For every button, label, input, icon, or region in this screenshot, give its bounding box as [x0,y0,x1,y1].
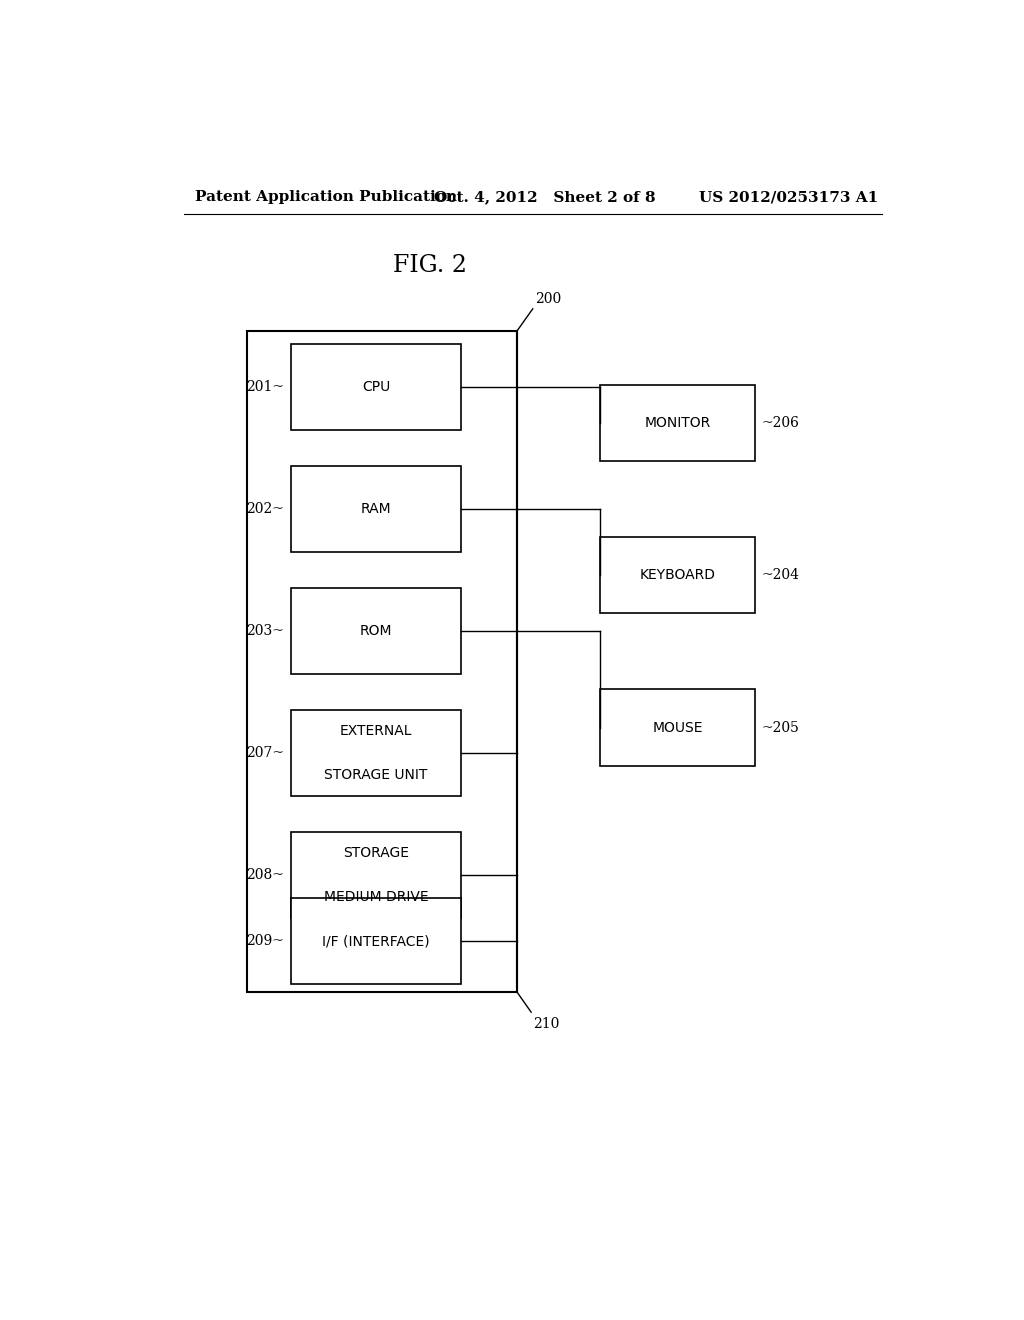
Text: MOUSE: MOUSE [652,721,702,735]
Bar [291,898,461,985]
Text: STORAGE: STORAGE [343,846,409,859]
Text: EXTERNAL: EXTERNAL [340,723,413,738]
Bar [247,331,517,991]
Text: 209~: 209~ [247,935,285,948]
Text: 202~: 202~ [247,502,285,516]
Bar [291,345,461,430]
Text: 210: 210 [532,1018,559,1031]
Text: ROM: ROM [359,624,392,638]
Text: ~204: ~204 [761,568,800,582]
Text: 201~: 201~ [247,380,285,395]
Bar [291,710,461,796]
Bar [291,832,461,919]
Bar [291,466,461,552]
Bar [600,537,755,614]
Text: ~205: ~205 [761,721,799,735]
Text: CPU: CPU [361,380,390,395]
Text: 207~: 207~ [247,746,285,760]
Text: Oct. 4, 2012   Sheet 2 of 8: Oct. 4, 2012 Sheet 2 of 8 [433,190,655,205]
Text: 203~: 203~ [247,624,285,638]
Text: 200: 200 [536,292,561,306]
Text: ~206: ~206 [761,416,799,430]
Bar [291,587,461,675]
Bar [600,384,755,461]
Text: MEDIUM DRIVE: MEDIUM DRIVE [324,890,428,904]
Text: US 2012/0253173 A1: US 2012/0253173 A1 [699,190,879,205]
Text: RAM: RAM [360,502,391,516]
Text: I/F (INTERFACE): I/F (INTERFACE) [323,935,430,948]
Bar [600,689,755,766]
Text: FIG. 2: FIG. 2 [392,253,467,277]
Text: 208~: 208~ [247,869,285,882]
Text: STORAGE UNIT: STORAGE UNIT [325,768,428,783]
Text: KEYBOARD: KEYBOARD [640,568,716,582]
Text: Patent Application Publication: Patent Application Publication [196,190,458,205]
Text: MONITOR: MONITOR [644,416,711,430]
